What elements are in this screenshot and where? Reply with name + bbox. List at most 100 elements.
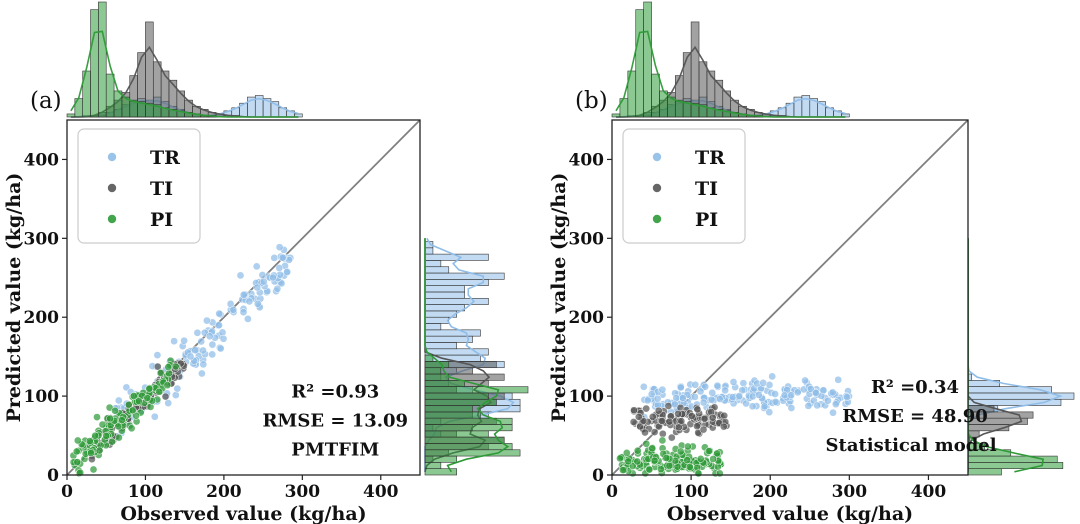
data-point-tr: [819, 386, 828, 395]
data-point-tr: [771, 390, 779, 398]
rmse-label: RMSE = 48.90: [842, 406, 988, 427]
marginal-y-bar-pi: [424, 392, 489, 400]
data-point-tr: [829, 408, 837, 417]
top-marginal-histogram: [611, 1, 850, 118]
data-point-pi: [145, 384, 154, 393]
marginal-y-bar-pi: [424, 430, 489, 438]
data-point-tr: [186, 352, 195, 361]
data-point-tr: [787, 391, 795, 400]
data-point-pi: [73, 436, 82, 445]
data-point-tr: [208, 350, 217, 359]
data-point-tr: [713, 381, 722, 390]
marginal-x-bar-pi: [643, 1, 652, 118]
data-point-tr: [721, 386, 729, 395]
data-point-tr: [771, 398, 780, 406]
x-axis-label: Observed value (kg/ha): [120, 503, 366, 524]
data-point-tr: [760, 402, 769, 411]
data-point-tr: [843, 393, 851, 401]
data-point-tr: [259, 277, 268, 286]
top-marginal-histogram: [66, 1, 303, 118]
data-point-pi: [642, 439, 651, 448]
marginal-y-bar-tr: [424, 316, 450, 324]
marginal-x-density-pi: [70, 30, 299, 118]
data-point-pi: [129, 392, 138, 400]
marginal-x-bar-pi: [90, 9, 99, 118]
data-point-ti: [153, 362, 162, 371]
legend: TR TI PI: [77, 128, 201, 244]
data-point-tr: [216, 344, 225, 353]
legend-marker-tr: [107, 152, 117, 162]
y-tick-label: 0: [592, 466, 604, 486]
data-point-pi: [709, 455, 717, 463]
data-point-tr: [691, 380, 700, 389]
legend-box: [622, 128, 746, 244]
data-point-tr: [253, 283, 262, 292]
x-axis-label: Observed value (kg/ha): [667, 503, 913, 524]
y-axis-label: Predicted value (kg/ha): [3, 173, 25, 423]
data-point-ti: [693, 405, 702, 414]
marginal-y-bar-tr: [424, 329, 481, 337]
data-point-tr: [219, 334, 228, 343]
model-label: Statistical model: [826, 435, 997, 456]
legend-label-tr: TR: [695, 147, 725, 169]
marginal-y-bar-tr: [424, 285, 465, 293]
data-point-pi: [127, 424, 136, 433]
x-tick-label: 400: [363, 482, 399, 502]
data-point-tr: [199, 360, 208, 369]
marginal-x-bar-pi: [113, 90, 123, 118]
data-point-tr: [813, 401, 821, 410]
legend: TR TI PI: [622, 128, 746, 244]
data-point-pi: [118, 416, 126, 425]
marginal-x-bar-pi: [651, 73, 660, 118]
data-point-pi: [73, 458, 82, 466]
data-point-tr: [258, 271, 267, 279]
data-point-tr: [828, 388, 837, 397]
data-point-pi: [685, 463, 694, 471]
data-point-pi: [665, 461, 674, 470]
legend-label-pi: PI: [695, 209, 718, 231]
data-point-tr: [754, 391, 763, 399]
y-tick-label: 400: [569, 150, 605, 170]
data-point-pi: [93, 413, 101, 421]
data-point-tr: [215, 321, 223, 330]
data-point-tr: [236, 271, 245, 280]
data-point-tr: [199, 346, 207, 355]
data-point-pi: [650, 456, 659, 465]
data-point-tr: [715, 395, 724, 403]
data-point-tr: [707, 395, 716, 404]
data-point-tr: [831, 400, 840, 409]
data-point-tr: [678, 394, 687, 402]
x-tick-label: 0: [606, 482, 618, 502]
marginal-y-bar-pi: [424, 462, 442, 469]
marginal-y-bar-pi: [424, 468, 457, 476]
data-point-tr: [253, 299, 262, 308]
data-point-pi: [616, 454, 624, 463]
data-point-tr: [244, 315, 252, 323]
x-tick-label: 200: [206, 482, 242, 502]
marginal-y-bar-pi: [424, 443, 513, 451]
data-point-ti: [648, 412, 657, 421]
data-point-tr: [653, 394, 662, 403]
panel-label: (b): [575, 88, 608, 114]
data-point-tr: [239, 291, 248, 299]
marginal-x-bar-pi: [611, 113, 621, 118]
y-tick-label: 100: [24, 387, 60, 407]
data-point-tr: [252, 262, 261, 271]
data-point-tr: [205, 332, 214, 341]
marginal-y-bar-pi: [424, 380, 465, 387]
data-point-ti: [658, 417, 666, 425]
data-point-tr: [193, 328, 202, 337]
marginal-y-bar-pi: [424, 405, 473, 413]
marginal-y-bar-tr: [424, 291, 465, 299]
data-point-ti: [664, 402, 673, 410]
data-point-pi: [111, 406, 119, 415]
data-point-pi: [694, 469, 703, 478]
marginal-y-bar-pi: [967, 462, 1064, 469]
marginal-y-bar-pi: [967, 468, 1002, 476]
data-point-pi: [705, 447, 713, 455]
marginal-y-bar-tr: [424, 266, 450, 274]
data-point-tr: [218, 328, 227, 337]
data-point-ti: [693, 422, 701, 431]
data-point-tr: [215, 309, 224, 318]
